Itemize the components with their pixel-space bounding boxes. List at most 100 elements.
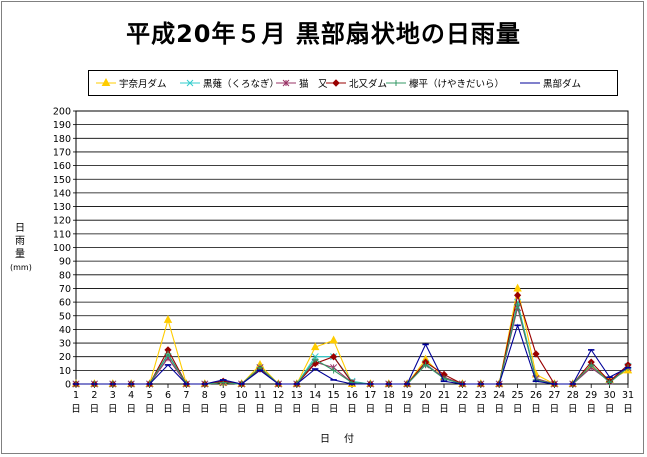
chart-legend: 宇奈月ダム 黒薙（くろなぎ） 猫 又 北又ダム 欅平（けやきだいら） 黒部ダム (88, 70, 618, 96)
x-tick-label: 31 (622, 390, 634, 401)
x-tick-label: 16 (346, 390, 358, 401)
series-5-point (588, 361, 595, 369)
legend-entry: 宇奈月ダム (95, 71, 167, 95)
x-tick-label: 26 (530, 390, 542, 401)
x-tick-label-suffix: 日 (90, 404, 100, 415)
series-1-point (310, 342, 320, 351)
legend-entry: 黒部ダム (519, 71, 581, 95)
x-tick-label-suffix: 日 (347, 404, 357, 415)
series-5-point (312, 356, 319, 363)
series-5-point (330, 367, 337, 374)
series-5-point (606, 379, 613, 386)
x-tick-label-suffix: 日 (108, 404, 118, 415)
x-tick-label-suffix: 日 (623, 404, 633, 415)
x-tick-label: 3 (110, 390, 116, 401)
series-5-point (514, 301, 521, 309)
x-tick-label-suffix: 日 (218, 404, 228, 415)
y-tick-label: 40 (59, 325, 71, 336)
legend-label: 宇奈月ダム (119, 79, 167, 90)
series-4-point (329, 353, 338, 361)
x-tick-label: 8 (202, 390, 208, 401)
y-tick-label: 60 (59, 298, 71, 309)
y-tick-label: 50 (59, 311, 71, 322)
x-tick-label: 11 (254, 390, 266, 401)
x-tick-label: 30 (604, 390, 616, 401)
x-tick-label-suffix: 日 (329, 404, 339, 415)
x-tick-label-suffix: 日 (513, 404, 523, 415)
x-tick-label-suffix: 日 (182, 404, 192, 415)
x-tick-label: 21 (438, 390, 450, 401)
legend-entry: 黒薙（くろなぎ） (179, 71, 279, 95)
legend-swatch (386, 80, 406, 86)
y-axis-label: 日雨量 (mm) (10, 222, 32, 274)
y-tick-label: 200 (53, 107, 71, 118)
x-tick-label: 28 (567, 390, 579, 401)
x-tick-label: 10 (236, 390, 248, 401)
x-tick-label: 9 (220, 390, 226, 401)
legend-swatch (326, 79, 346, 87)
x-tick-label-suffix: 日 (200, 404, 210, 415)
x-tick-label: 13 (291, 390, 303, 401)
y-tick-label: 100 (53, 243, 71, 254)
y-tick-label: 110 (53, 229, 71, 240)
x-tick-label-suffix: 日 (366, 404, 376, 415)
x-tick-label: 22 (456, 390, 468, 401)
x-tick-label-suffix: 日 (550, 404, 560, 415)
series-1-point (513, 283, 522, 292)
x-tick-label-suffix: 日 (421, 404, 431, 415)
x-tick-label: 24 (493, 390, 505, 401)
y-tick-label: 70 (59, 284, 71, 295)
y-tick-label: 20 (59, 352, 71, 363)
series-4-point (532, 350, 540, 358)
series-1-point (163, 315, 173, 323)
legend-entry: 欅平（けやきだいら） (385, 71, 504, 95)
x-tick-label: 4 (128, 390, 134, 401)
x-tick-label: 1 (73, 390, 79, 401)
x-tick-label: 2 (91, 390, 97, 401)
y-tick-label: 130 (53, 202, 71, 213)
series-5-point (164, 350, 172, 358)
y-tick-label: 150 (53, 175, 71, 186)
x-tick-label-suffix: 日 (531, 404, 541, 415)
y-axis-label-char: 日 (15, 223, 25, 234)
y-tick-label: 120 (53, 216, 71, 227)
x-tick-label: 19 (401, 390, 413, 401)
x-tick-label: 14 (309, 390, 321, 401)
x-tick-label-suffix: 日 (605, 404, 615, 415)
legend-label: 猫 又 (299, 79, 328, 90)
legend-swatch (276, 79, 296, 87)
legend-swatch (180, 79, 200, 87)
x-tick-label-suffix: 日 (71, 404, 81, 415)
x-axis-label: 日付 (320, 434, 368, 445)
x-tick-label-suffix: 日 (476, 404, 486, 415)
x-tick-label-suffix: 日 (237, 404, 247, 415)
y-tick-label: 170 (53, 147, 71, 158)
x-tick-label-suffix: 日 (458, 404, 468, 415)
y-tick-label: 30 (59, 339, 71, 350)
chart-title: 平成20年５月 黒部扇状地の日雨量 (126, 20, 521, 48)
y-tick-label: 90 (59, 257, 71, 268)
x-tick-label: 29 (585, 390, 597, 401)
series-4-point (513, 291, 522, 299)
y-tick-label: 0 (65, 380, 71, 391)
x-tick-label: 18 (383, 390, 395, 401)
x-tick-label-suffix: 日 (255, 404, 265, 415)
y-tick-label: 10 (59, 366, 71, 377)
y-axis-unit: (mm) (10, 263, 32, 272)
x-tick-label: 15 (328, 390, 340, 401)
x-tick-label-suffix: 日 (384, 404, 394, 415)
x-tick-label-suffix: 日 (586, 404, 596, 415)
x-tick-label-suffix: 日 (568, 404, 578, 415)
x-tick-label-suffix: 日 (402, 404, 412, 415)
legend-label: 北又ダム (349, 79, 388, 90)
x-tick-label-suffix: 日 (163, 404, 173, 415)
x-tick-label: 20 (420, 390, 432, 401)
y-axis-label-text: 日雨量 (10, 222, 30, 261)
legend-label: 黒部ダム (543, 79, 582, 90)
legend-swatch (520, 82, 540, 84)
x-tick-label-suffix: 日 (145, 404, 155, 415)
x-tick-label-suffix: 日 (439, 404, 449, 415)
legend-swatch (96, 77, 116, 86)
x-tick-label-suffix: 日 (274, 404, 284, 415)
y-tick-label: 160 (53, 161, 71, 172)
